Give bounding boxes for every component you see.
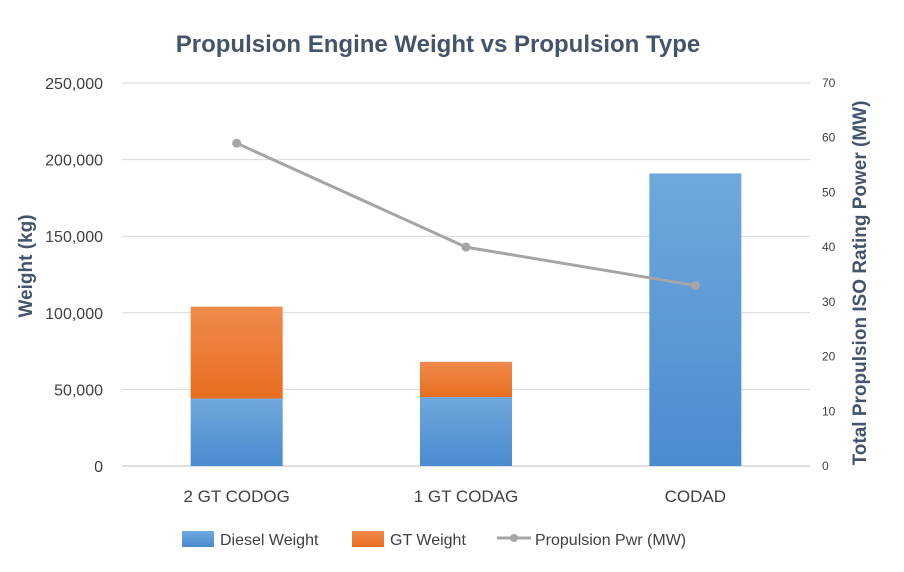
y2-tick-label-2: 20 bbox=[822, 350, 836, 364]
y2-axis-title: Total Propulsion ISO Rating Power (MW) bbox=[850, 101, 871, 466]
category-labels: 2 GT CODOG 1 GT CODAG CODAD bbox=[183, 487, 726, 506]
power-line bbox=[232, 138, 700, 290]
y-axis-title: Weight (kg) bbox=[16, 214, 37, 317]
x-category-label-0: 2 GT CODOG bbox=[183, 487, 289, 506]
power-point-0[interactable] bbox=[232, 138, 242, 148]
y-tick-label-2: 100,000 bbox=[45, 306, 103, 323]
bar-gt-0[interactable] bbox=[190, 306, 283, 399]
bar-diesel-0[interactable] bbox=[190, 398, 283, 466]
legend-label-gt: GT Weight bbox=[390, 532, 466, 549]
power-point-1[interactable] bbox=[461, 242, 471, 252]
x-category-label-1: 1 GT CODAG bbox=[414, 487, 519, 506]
axis-ticks: 0 50,000 100,000 150,000 200,000 250,000 0 10 20… bbox=[45, 76, 836, 476]
y-tick-label-0: 0 bbox=[94, 459, 103, 476]
y-tick-label-4: 200,000 bbox=[45, 153, 103, 170]
power-line-path bbox=[236, 141, 696, 287]
y-tick-label-5: 250,000 bbox=[45, 76, 103, 93]
y-tick-label-3: 150,000 bbox=[45, 229, 103, 246]
x-category-label-2: CODAD bbox=[665, 487, 726, 506]
y2-tick-label-3: 30 bbox=[822, 295, 836, 309]
bar-gt-1[interactable] bbox=[420, 361, 512, 398]
legend-item-power[interactable]: Propulsion Pwr (MW) bbox=[497, 532, 686, 549]
y2-tick-label-0: 0 bbox=[822, 459, 829, 473]
y2-tick-label-7: 70 bbox=[822, 76, 836, 90]
legend-swatch-gt bbox=[352, 531, 384, 547]
legend-item-diesel[interactable]: Diesel Weight bbox=[182, 531, 319, 549]
y2-tick-label-1: 10 bbox=[822, 404, 836, 418]
bar-diesel-2[interactable] bbox=[649, 173, 742, 466]
y2-tick-label-5: 50 bbox=[822, 185, 836, 199]
legend-label-power: Propulsion Pwr (MW) bbox=[535, 532, 686, 549]
y2-tick-label-4: 40 bbox=[822, 240, 836, 254]
bar-diesel-1[interactable] bbox=[420, 397, 512, 466]
legend: Diesel Weight GT Weight Propulsion Pwr (… bbox=[182, 531, 686, 549]
chart-title: Propulsion Engine Weight vs Propulsion T… bbox=[176, 31, 700, 58]
y-tick-label-1: 50,000 bbox=[54, 382, 103, 399]
legend-swatch-power-marker bbox=[510, 534, 518, 542]
power-point-2[interactable] bbox=[690, 280, 700, 290]
bars bbox=[190, 173, 742, 466]
legend-label-diesel: Diesel Weight bbox=[220, 532, 319, 549]
y2-tick-label-6: 60 bbox=[822, 131, 836, 145]
legend-item-gt[interactable]: GT Weight bbox=[352, 531, 466, 549]
legend-swatch-diesel bbox=[182, 531, 214, 547]
